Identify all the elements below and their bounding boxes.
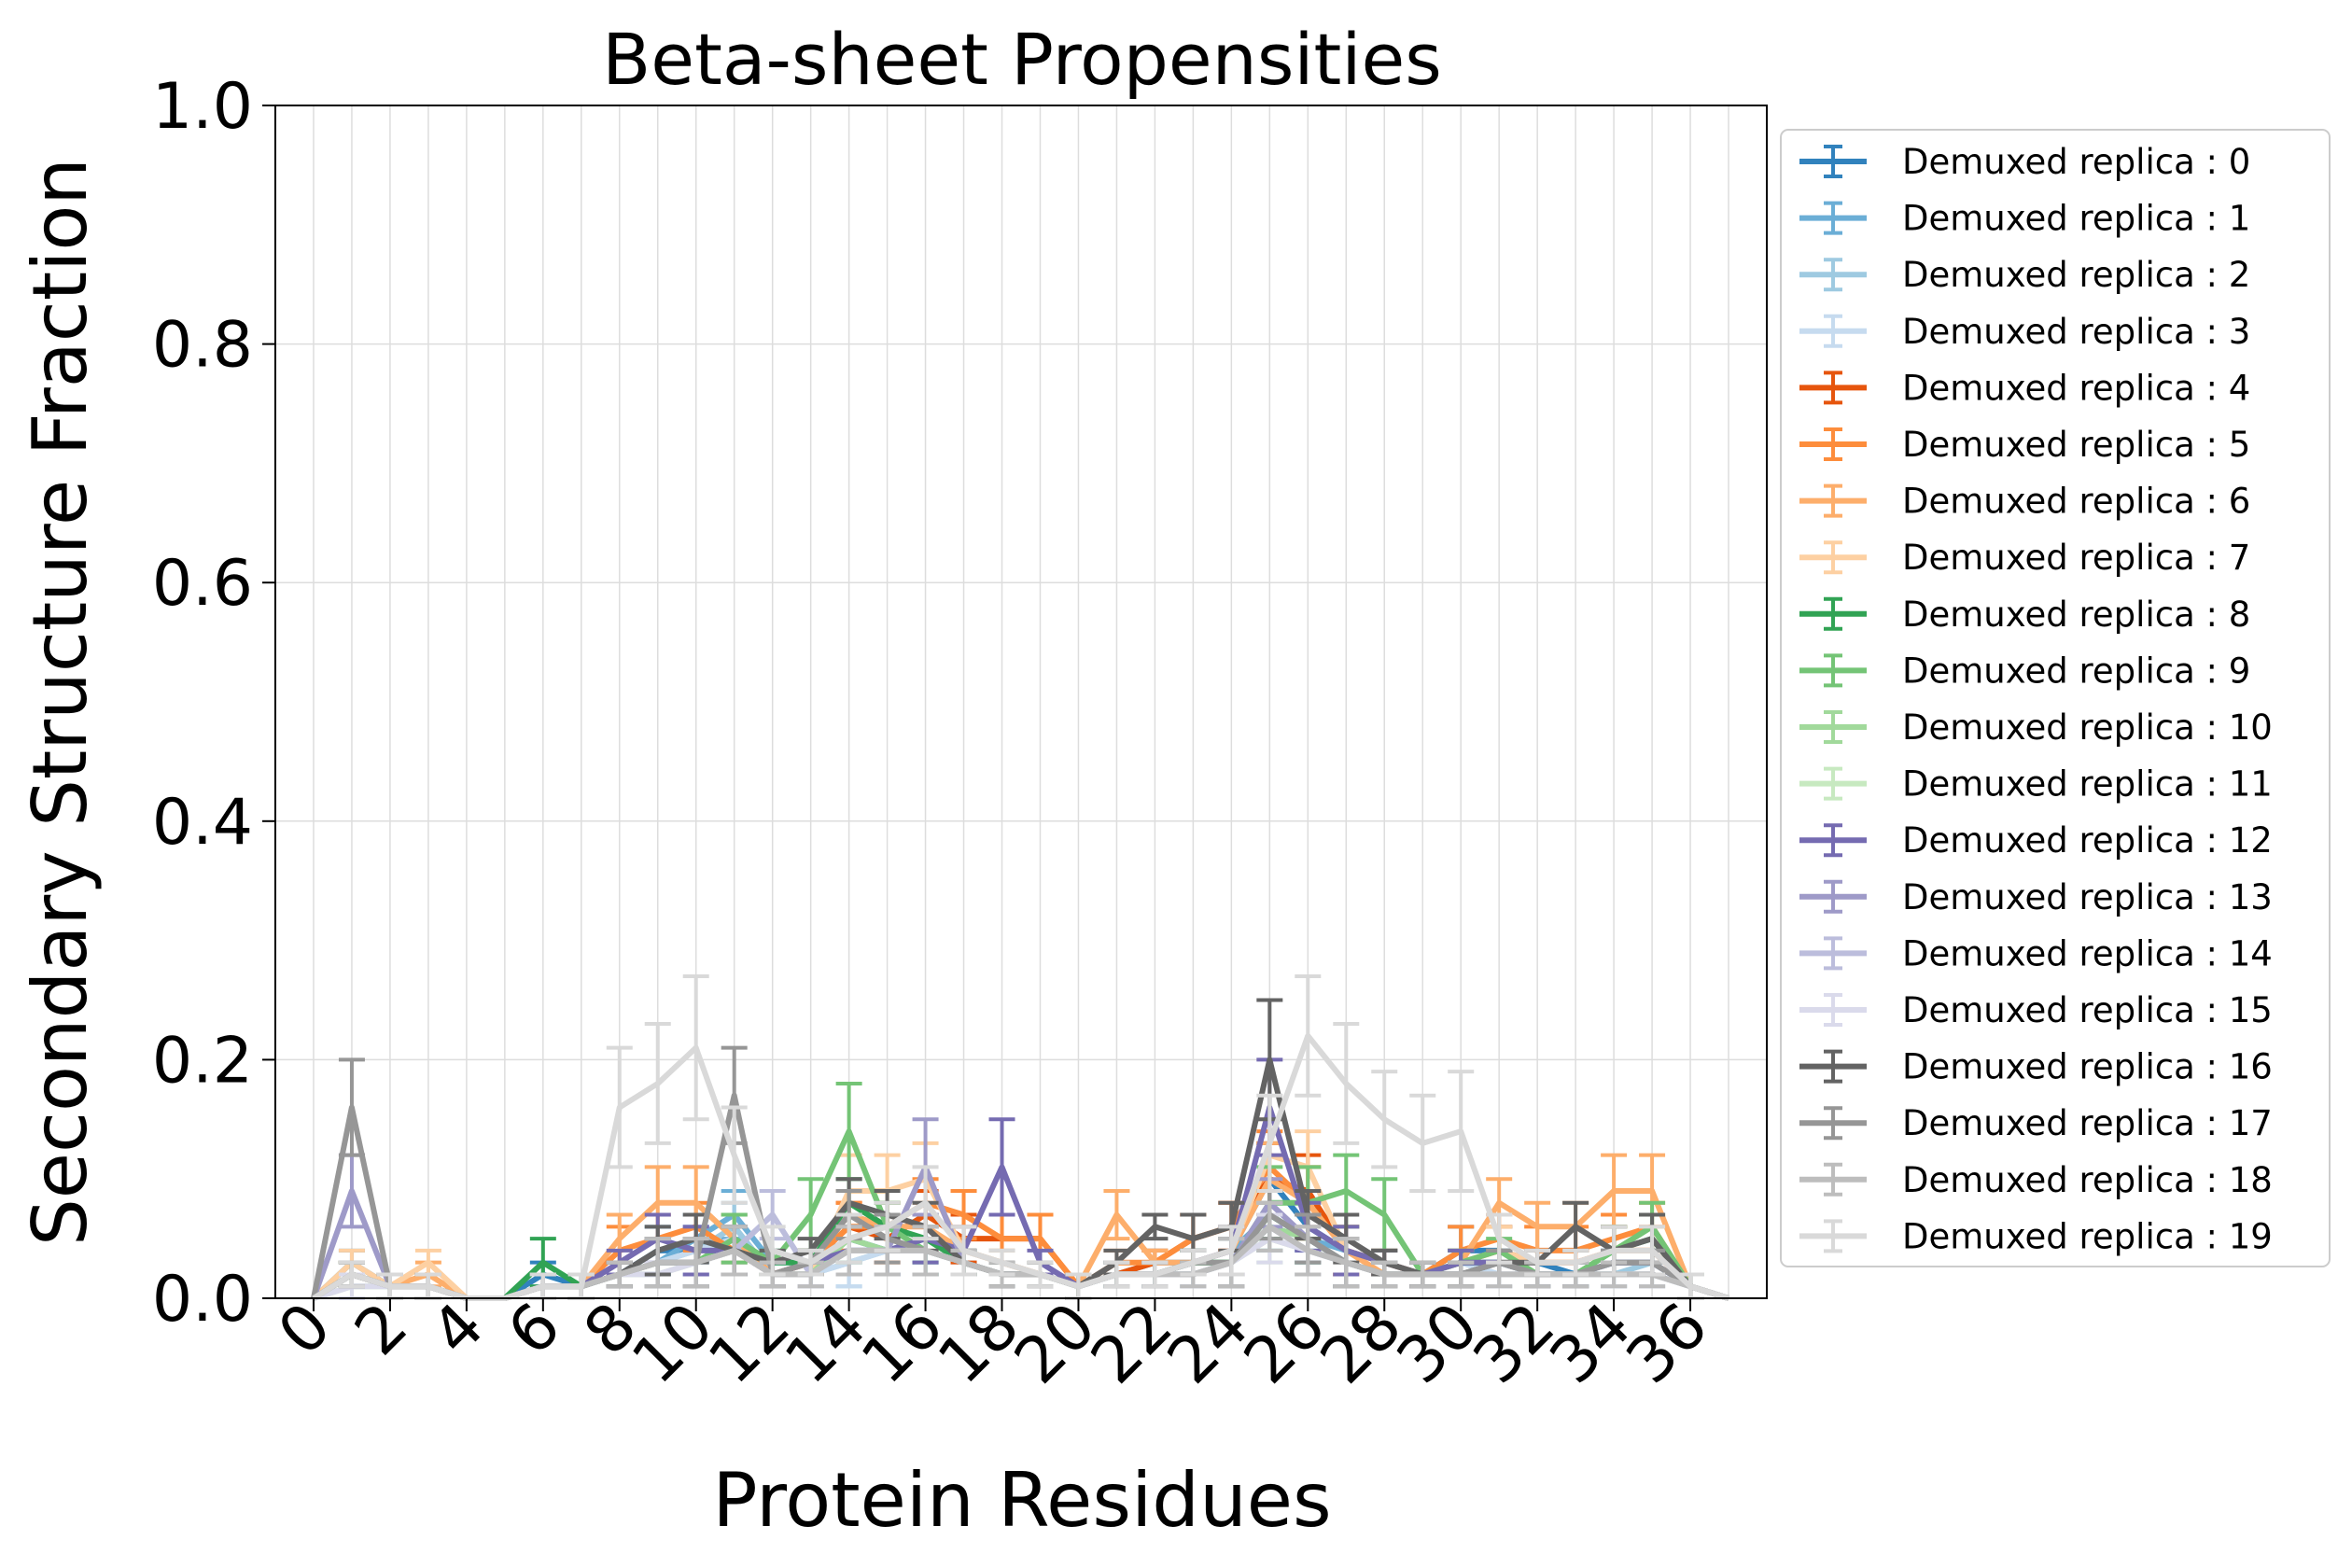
legend-item-16: Demuxed replica : 16 (1799, 1047, 2273, 1087)
legend-item-17: Demuxed replica : 17 (1799, 1103, 2273, 1143)
legend-label: Demuxed replica : 17 (1902, 1103, 2273, 1143)
y-tick-label: 1.0 (152, 70, 253, 144)
y-tick-label: 0.4 (152, 786, 253, 860)
legend-label: Demuxed replica : 2 (1902, 255, 2250, 295)
legend-item-1: Demuxed replica : 1 (1799, 199, 2250, 239)
legend-label: Demuxed replica : 10 (1902, 707, 2273, 748)
series-19 (312, 973, 1729, 1301)
legend-label: Demuxed replica : 1 (1902, 199, 2250, 239)
legend: Demuxed replica : 0 Demuxed replica : 1 De… (1780, 129, 2331, 1267)
legend-label: Demuxed replica : 12 (1902, 820, 2273, 861)
legend-item-11: Demuxed replica : 11 (1799, 764, 2273, 805)
chart-title: Beta-sheet Propensities (602, 18, 1442, 101)
legend-item-10: Demuxed replica : 10 (1799, 707, 2273, 748)
legend-label: Demuxed replica : 19 (1902, 1216, 2273, 1256)
legend-label: Demuxed replica : 7 (1902, 538, 2250, 578)
legend-label: Demuxed replica : 6 (1902, 482, 2250, 522)
legend-item-4: Demuxed replica : 4 (1799, 368, 2250, 408)
legend-label: Demuxed replica : 0 (1902, 142, 2250, 182)
legend-item-12: Demuxed replica : 12 (1799, 820, 2273, 861)
legend-label: Demuxed replica : 18 (1902, 1160, 2273, 1200)
legend-label: Demuxed replica : 5 (1902, 425, 2250, 465)
legend-item-15: Demuxed replica : 15 (1799, 990, 2273, 1030)
legend-item-6: Demuxed replica : 6 (1799, 482, 2250, 522)
y-axis-label: Secondary Structure Fraction (17, 158, 104, 1246)
legend-item-18: Demuxed replica : 18 (1799, 1160, 2273, 1200)
legend-label: Demuxed replica : 11 (1902, 764, 2273, 805)
legend-label: Demuxed replica : 13 (1902, 877, 2273, 917)
series-line (312, 1032, 1729, 1301)
plot-frame (274, 105, 1768, 1299)
legend-label: Demuxed replica : 14 (1902, 933, 2273, 973)
y-tick-label: 0.8 (152, 309, 253, 383)
legend-item-5: Demuxed replica : 5 (1799, 425, 2250, 465)
legend-item-2: Demuxed replica : 2 (1799, 255, 2250, 295)
y-tick-label: 0.6 (152, 547, 253, 621)
legend-label: Demuxed replica : 16 (1902, 1047, 2273, 1087)
x-axis-label: Protein Residues (712, 1457, 1331, 1544)
legend-frame (1780, 129, 2331, 1267)
legend-item-8: Demuxed replica : 8 (1799, 595, 2250, 635)
legend-label: Demuxed replica : 9 (1902, 651, 2250, 691)
legend-item-9: Demuxed replica : 9 (1799, 651, 2250, 691)
legend-label: Demuxed replica : 3 (1902, 312, 2250, 352)
legend-label: Demuxed replica : 15 (1902, 990, 2273, 1030)
legend-item-13: Demuxed replica : 13 (1799, 877, 2273, 917)
legend-item-7: Demuxed replica : 7 (1799, 538, 2250, 578)
legend-item-3: Demuxed replica : 3 (1799, 312, 2250, 352)
legend-label: Demuxed replica : 4 (1902, 368, 2250, 408)
series-layer (311, 973, 1729, 1301)
legend-label: Demuxed replica : 8 (1902, 595, 2250, 635)
legend-item-19: Demuxed replica : 19 (1799, 1216, 2273, 1256)
y-tick-label: 0.0 (152, 1263, 253, 1337)
y-tick-label: 0.2 (152, 1024, 253, 1098)
legend-item-14: Demuxed replica : 14 (1799, 933, 2273, 973)
legend-item-0: Demuxed replica : 0 (1799, 142, 2250, 182)
